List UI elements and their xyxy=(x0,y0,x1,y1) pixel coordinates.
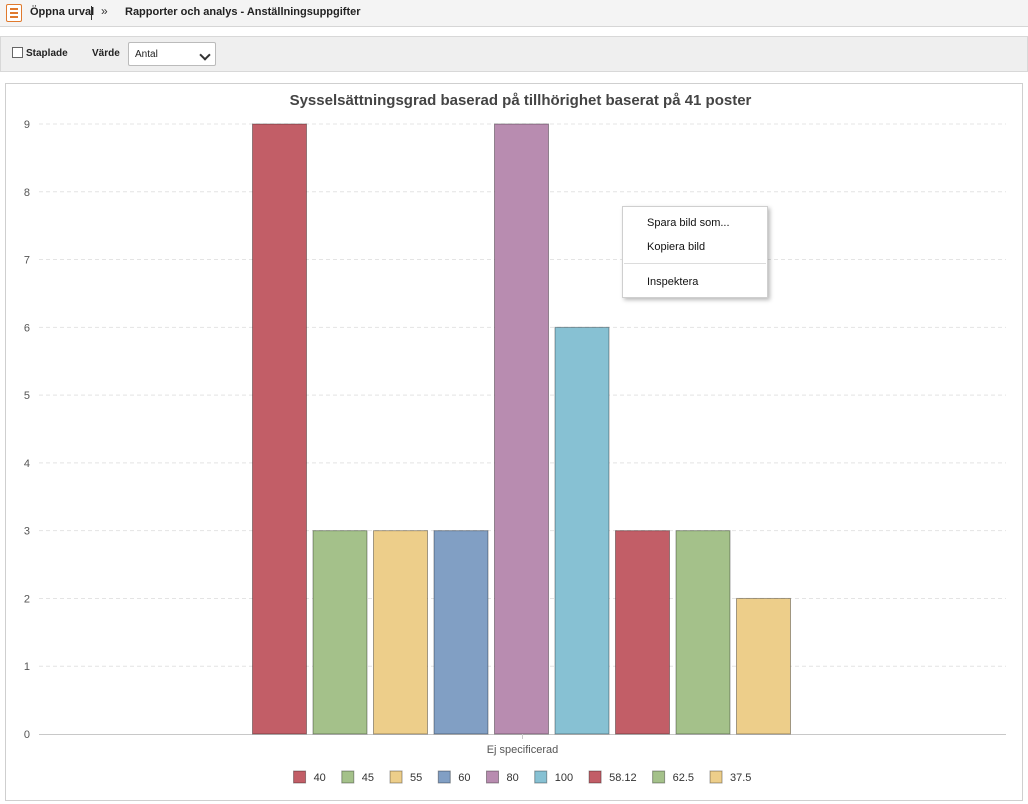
list-menu-icon[interactable] xyxy=(6,4,22,22)
bar-chart: Sysselsättningsgrad baserad på tillhörig… xyxy=(24,92,1006,784)
chart-panel: Sysselsättningsgrad baserad på tillhörig… xyxy=(5,83,1023,801)
y-tick-label: 4 xyxy=(24,458,30,470)
inspect-item[interactable]: Inspektera xyxy=(647,276,699,288)
value-label: Värde xyxy=(92,48,120,59)
double-chevron-right-icon: » xyxy=(101,4,108,18)
y-tick-label: 1 xyxy=(24,661,30,673)
x-tick-label: Ej specificerad xyxy=(487,744,559,756)
copy-image-item[interactable]: Kopiera bild xyxy=(647,241,706,253)
y-tick-label: 5 xyxy=(24,390,30,402)
menu-divider xyxy=(624,263,766,264)
legend-swatch xyxy=(486,770,500,784)
y-tick-label: 6 xyxy=(24,322,30,334)
bar xyxy=(675,530,731,735)
legend-swatch xyxy=(588,770,602,784)
legend-label: 60 xyxy=(458,772,470,784)
legend-label: 37.5 xyxy=(730,772,751,784)
bar xyxy=(736,597,791,735)
open-selection-link[interactable]: Öppna urval xyxy=(30,6,95,18)
y-tick-label: 3 xyxy=(24,526,30,538)
legend-swatch xyxy=(652,770,666,784)
stacked-label: Staplade xyxy=(26,48,68,59)
save-image-as-item[interactable]: Spara bild som... xyxy=(647,217,730,229)
context-menu: Spara bild som... Kopiera bild Inspekter… xyxy=(622,206,768,298)
legend-swatch xyxy=(341,770,355,784)
y-tick-label: 7 xyxy=(24,255,30,267)
breadcrumb-path: Rapporter och analys - Anställningsuppgi… xyxy=(125,6,361,18)
value-select[interactable]: Antal xyxy=(128,42,216,66)
legend-label: 58.12 xyxy=(609,772,637,784)
y-tick-label: 8 xyxy=(24,187,30,199)
legend-swatch xyxy=(293,770,307,784)
chevron-down-icon xyxy=(199,49,211,61)
legend-swatch xyxy=(437,770,451,784)
chart-title: Sysselsättningsgrad baserad på tillhörig… xyxy=(290,92,752,109)
legend-swatch xyxy=(389,770,403,784)
breadcrumb: Öppna urval » Rapporter och analys - Ans… xyxy=(0,0,1028,27)
breadcrumb-divider xyxy=(91,6,92,20)
y-tick-label: 2 xyxy=(24,593,30,605)
stacked-checkbox[interactable] xyxy=(12,47,23,58)
legend-label: 80 xyxy=(507,772,519,784)
bar xyxy=(615,530,670,735)
legend-label: 55 xyxy=(410,772,422,784)
legend-label: 62.5 xyxy=(673,772,694,784)
value-select-text: Antal xyxy=(135,49,158,60)
y-tick-label: 0 xyxy=(24,729,30,741)
legend-label: 40 xyxy=(314,772,326,784)
bar xyxy=(494,123,549,735)
bar xyxy=(433,530,489,735)
legend-label: 45 xyxy=(362,772,374,784)
bar xyxy=(312,530,368,735)
bar xyxy=(373,530,428,735)
legend-label: 100 xyxy=(555,772,573,784)
legend-swatch xyxy=(709,770,723,784)
filter-toolbar: Staplade Värde Antal xyxy=(0,36,1028,72)
y-tick-label: 9 xyxy=(24,119,30,131)
bar xyxy=(554,326,610,735)
legend-swatch xyxy=(534,770,548,784)
bar xyxy=(252,123,307,735)
